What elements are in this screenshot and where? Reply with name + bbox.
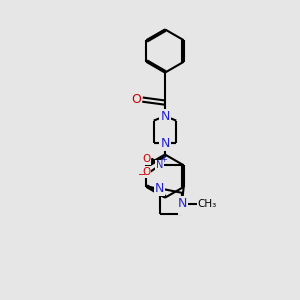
Text: O: O — [142, 154, 151, 164]
Text: −: − — [138, 170, 146, 181]
Text: N: N — [160, 110, 170, 123]
Text: F: F — [178, 200, 186, 214]
Text: N: N — [156, 160, 164, 170]
Text: +: + — [160, 155, 167, 164]
Text: N: N — [178, 197, 187, 210]
Text: N: N — [155, 182, 164, 195]
Text: O: O — [131, 93, 141, 106]
Text: N: N — [160, 136, 170, 150]
Text: CH₃: CH₃ — [198, 199, 217, 209]
Text: O: O — [142, 167, 151, 177]
